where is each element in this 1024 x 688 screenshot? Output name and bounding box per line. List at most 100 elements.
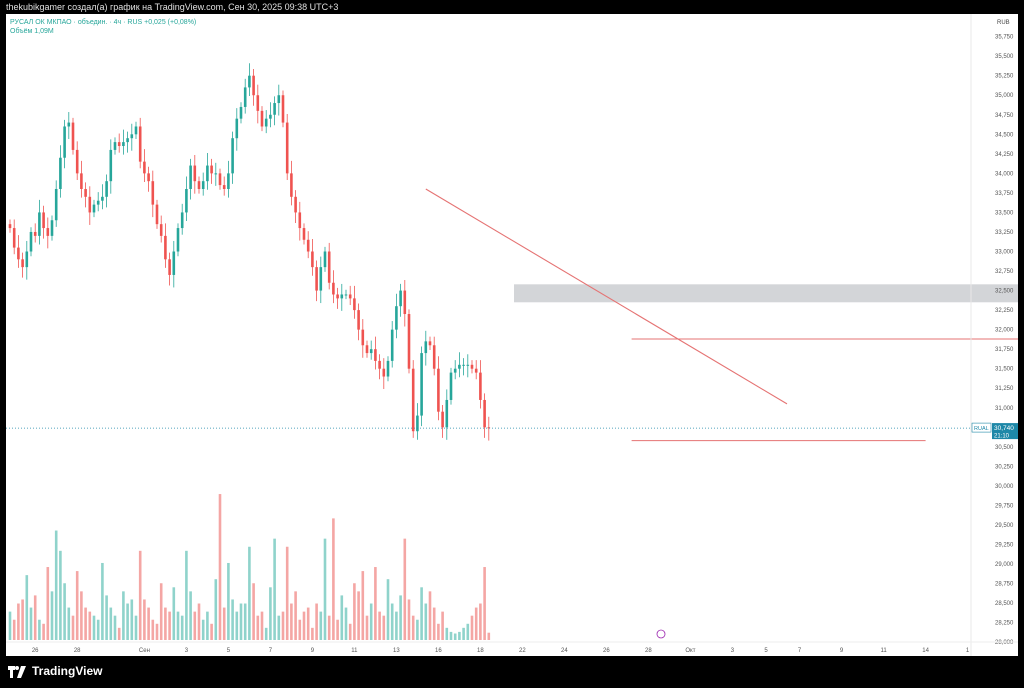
price-tick-label: 30,500 <box>995 445 1014 451</box>
volume-bar <box>92 615 96 640</box>
price-tick-label: 34,500 <box>995 132 1014 138</box>
candle-body <box>248 75 251 88</box>
time-tick-label: 18 <box>477 648 484 654</box>
candle-body <box>109 149 113 182</box>
candle-body <box>470 364 474 369</box>
volume-bar <box>33 595 37 640</box>
volume-bar <box>395 611 398 640</box>
candle-body <box>449 372 453 400</box>
price-tick-label: 33,750 <box>995 191 1014 197</box>
candle-body <box>12 228 16 248</box>
volume-bar <box>180 615 184 640</box>
volume-bar <box>332 518 335 640</box>
time-tick-label: 26 <box>603 648 610 654</box>
candle-body <box>239 106 243 119</box>
volume-bar <box>432 607 436 640</box>
candle-body <box>189 165 192 189</box>
volume-bar <box>399 595 402 640</box>
price-tag-bg <box>992 423 1018 440</box>
price-tick-label: 32,500 <box>995 289 1014 295</box>
volume-bar <box>319 611 323 640</box>
volume-bar <box>353 583 356 640</box>
lightning-icon[interactable] <box>656 629 666 639</box>
time-tick-label: 5 <box>764 648 768 654</box>
price-tick-label: 29,250 <box>995 543 1014 549</box>
resistance-zone[interactable] <box>514 284 1018 303</box>
symbol-legend: РУСАЛ ОК МКПАО · объедин. · 4ч · RUS +0,… <box>10 19 197 26</box>
candle-body <box>67 122 71 127</box>
volume-bar <box>218 494 222 640</box>
volume-bar <box>437 623 440 640</box>
candle-body <box>46 228 50 236</box>
price-tick-label: 35,000 <box>995 93 1014 99</box>
candle-body <box>273 103 276 115</box>
candle-body <box>243 87 247 107</box>
candle-body <box>302 228 306 240</box>
volume-bar <box>29 607 33 640</box>
candle-body <box>197 181 201 189</box>
candle-body <box>445 399 449 428</box>
volume-bar <box>109 607 113 640</box>
volume-bar <box>382 615 386 640</box>
candle-body <box>353 298 356 311</box>
price-tick-label: 31,750 <box>995 347 1014 353</box>
volume-bar <box>227 562 230 640</box>
volume-bar <box>311 627 314 640</box>
volume-bar <box>390 603 394 640</box>
candle-body <box>138 126 142 162</box>
candle-body <box>235 118 239 139</box>
price-tick-label: 29,500 <box>995 523 1014 529</box>
top-caption-bar: thekubikgamer создал(а) график на Tradin… <box>0 0 1024 14</box>
candle-body <box>332 282 335 295</box>
volume-bar <box>42 623 45 640</box>
time-tick-label: 11 <box>351 648 358 654</box>
volume-bar <box>248 546 251 640</box>
volume-bar <box>260 611 264 640</box>
chart-frame: RUB 35,750 35,500 35,250 35,000 34,750 34,500 3… <box>6 14 1018 656</box>
price-tick-label: 35,500 <box>995 54 1014 60</box>
candle-body <box>340 294 344 299</box>
candle-body <box>193 165 197 182</box>
volume-bar <box>8 611 12 640</box>
volume-bar <box>185 550 188 640</box>
time-tick-label: Окт <box>685 648 695 654</box>
candle-body <box>231 138 234 174</box>
volume-bar <box>420 587 423 640</box>
candle-body <box>122 142 125 147</box>
volume-bar <box>25 575 29 640</box>
descending-trendline[interactable] <box>425 188 788 405</box>
zone-layer <box>514 284 1018 303</box>
price-tick-label: 28,500 <box>995 601 1014 607</box>
candle-body <box>399 290 402 307</box>
candle-body <box>96 200 100 205</box>
volume-bar <box>193 611 197 640</box>
candle-body <box>201 181 205 189</box>
volume-bar <box>189 591 192 640</box>
volume-bar <box>117 627 121 640</box>
time-tick-label: 3 <box>185 648 189 654</box>
candle-body <box>75 149 79 174</box>
price-tick-label: 32,750 <box>995 269 1014 275</box>
price-tick-label: 28,750 <box>995 582 1014 588</box>
candle-body <box>147 173 150 182</box>
candle-body <box>117 142 121 147</box>
volume-bar <box>277 615 281 640</box>
candle-body <box>33 231 37 236</box>
volume-bar <box>340 595 344 640</box>
candle-body <box>336 294 339 299</box>
price-tick-label: 31,250 <box>995 386 1014 392</box>
axis-layer: RUB 35,750 35,500 35,250 35,000 34,750 34,500 3… <box>6 14 1018 656</box>
volume-bar <box>147 607 150 640</box>
candle-body <box>130 134 134 139</box>
brand[interactable]: TradingView <box>8 664 102 678</box>
candlestick-chart[interactable]: RUB 35,750 35,500 35,250 35,000 34,750 34,500 3… <box>6 14 1018 656</box>
candle-body <box>323 251 327 268</box>
time-tick-label: 28 <box>645 648 652 654</box>
candle-body <box>319 267 323 291</box>
time-tick-label: 9 <box>311 648 315 654</box>
candle-body <box>172 251 176 275</box>
volume-bar <box>269 587 272 640</box>
time-tick-label: 7 <box>798 648 802 654</box>
currency-label: RUB <box>997 20 1010 26</box>
volume-bar <box>130 599 134 640</box>
